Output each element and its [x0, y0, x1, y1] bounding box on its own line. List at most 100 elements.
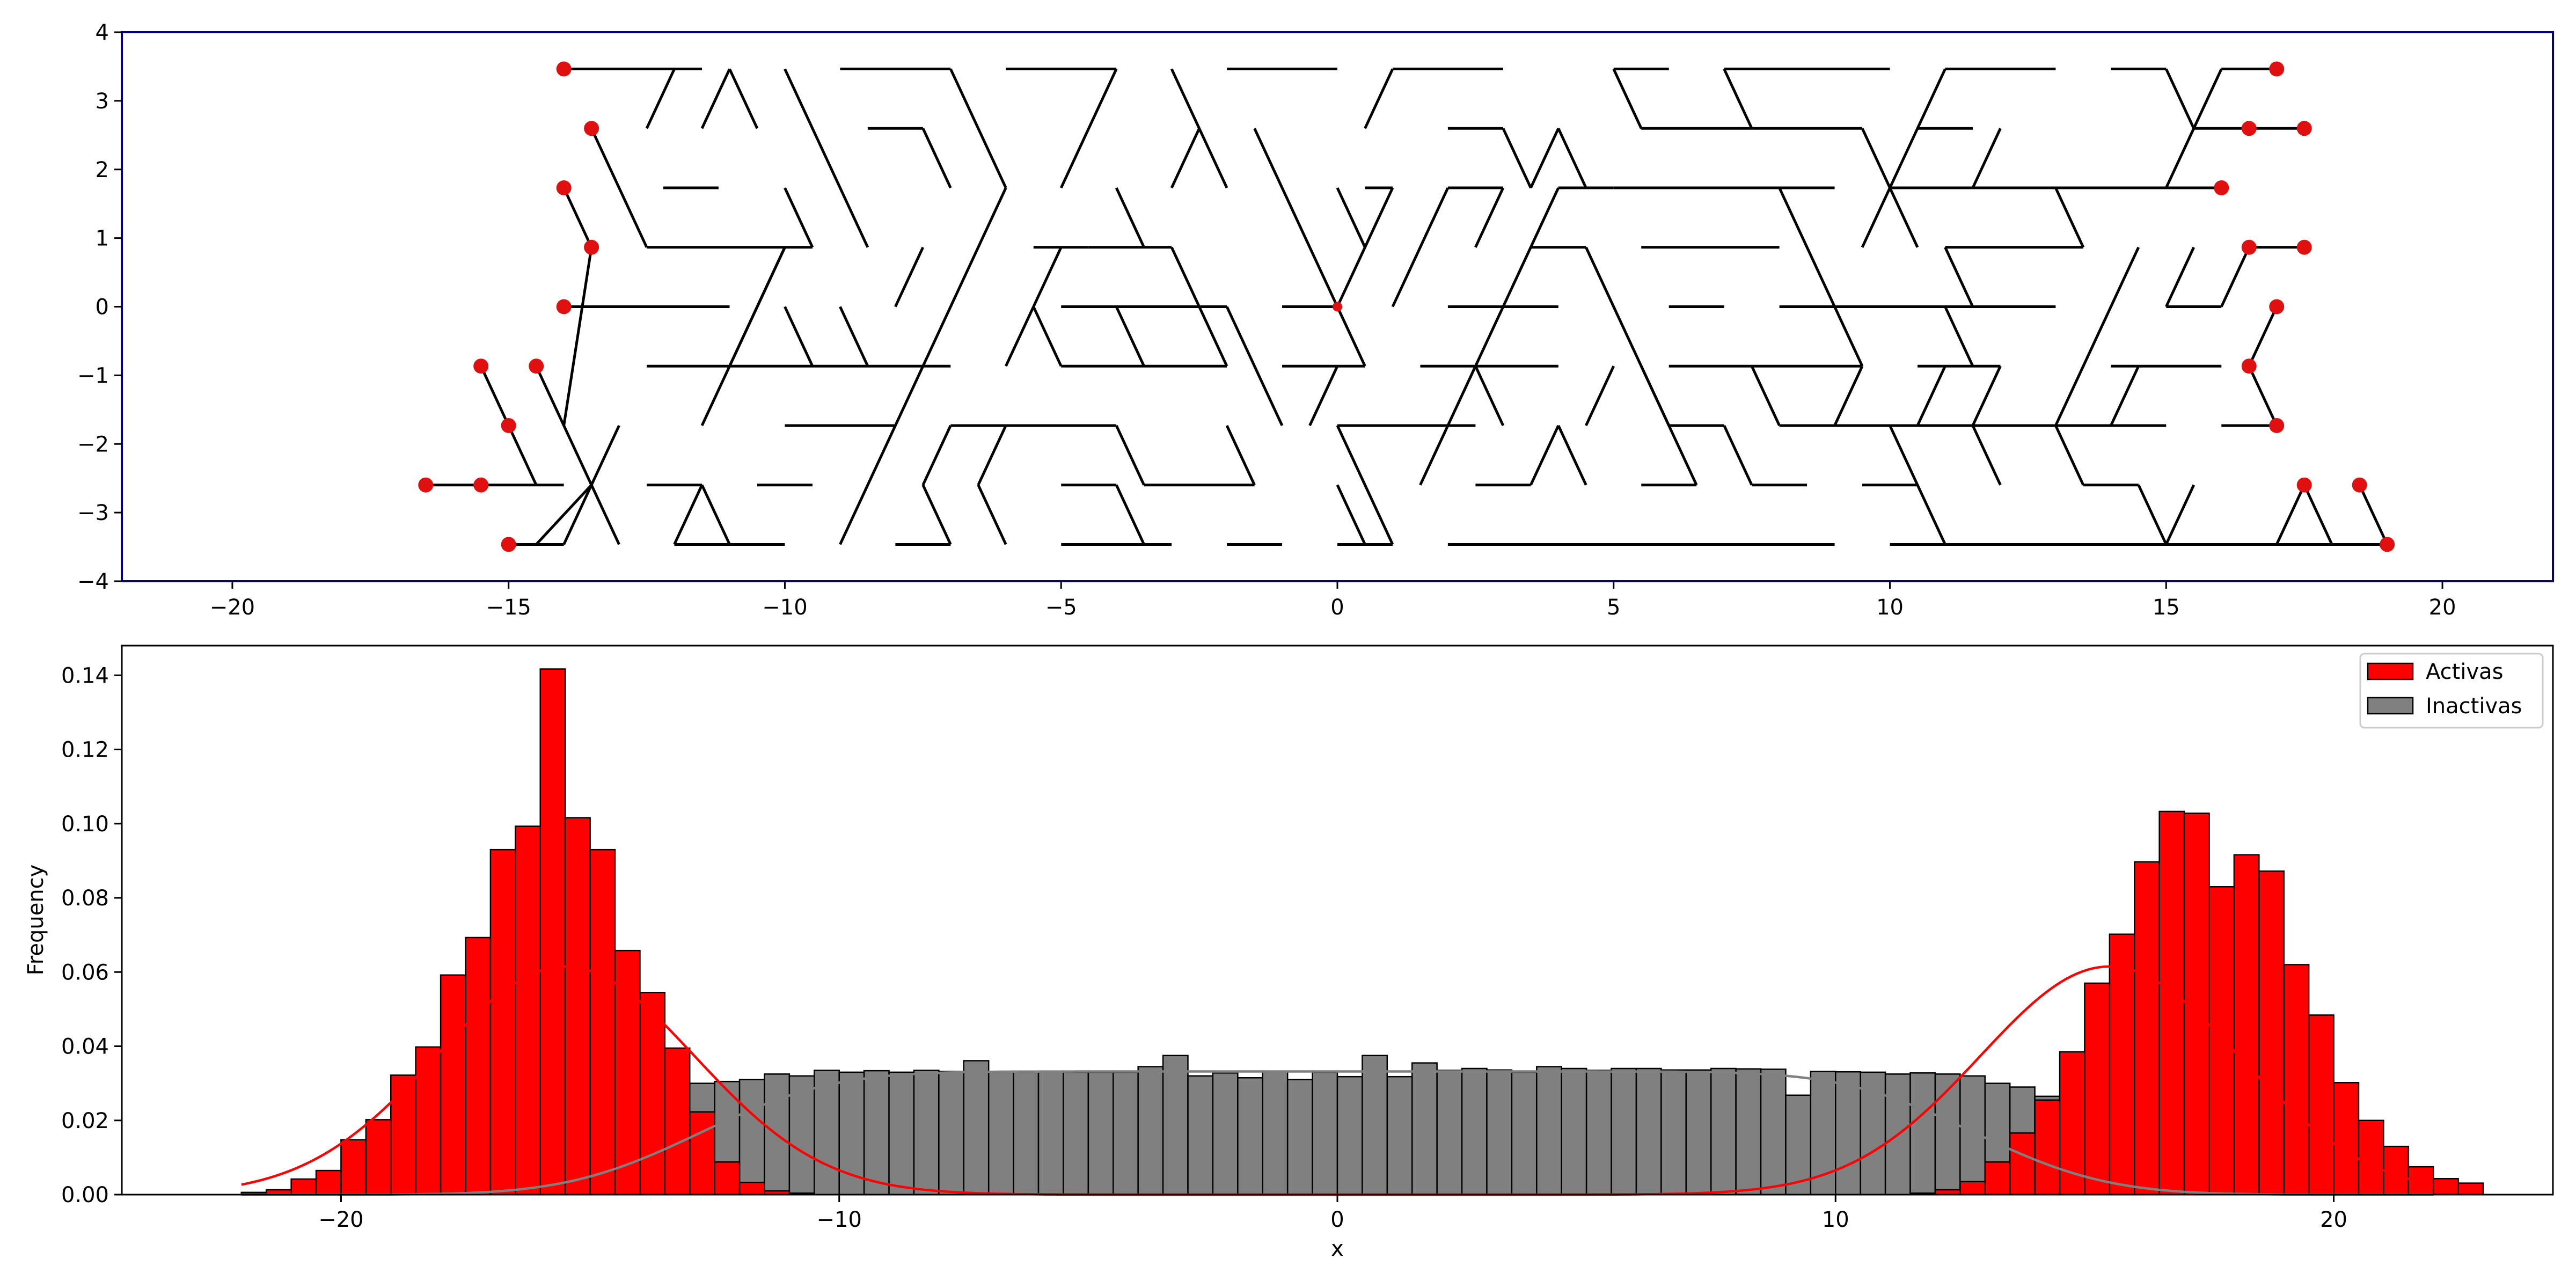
- network-endpoint: [473, 358, 489, 374]
- y-tick-label: 1: [96, 226, 109, 251]
- inactivas-fit-curve: [241, 1070, 2434, 1196]
- activas-bar: [2283, 964, 2310, 1196]
- network-segment: [1916, 365, 1946, 427]
- inactivas-bar: [1336, 1075, 1363, 1196]
- network-segment: [1059, 68, 1118, 189]
- inactivas-bar: [1237, 1077, 1264, 1196]
- activas-bar: [2109, 933, 2135, 1196]
- network-segment: [728, 68, 759, 129]
- x-tick-label: 10: [1822, 1208, 1849, 1232]
- inactivas-bar: [1685, 1069, 1712, 1196]
- activas-bar: [689, 1111, 715, 1196]
- network-segment: [1529, 425, 1560, 486]
- y-tick-label: 2: [96, 158, 109, 182]
- network-segment: [1944, 306, 1974, 367]
- y-tick-label: 0.08: [61, 886, 109, 911]
- network-segment: [2165, 128, 2196, 189]
- activas-bar: [664, 1047, 691, 1196]
- network-segment: [2165, 484, 2196, 545]
- network-segment: [1502, 128, 1532, 189]
- inactivas-bar: [1312, 1071, 1338, 1196]
- activas-bar: [614, 949, 641, 1196]
- network-segment: [1585, 365, 1615, 427]
- activas-bar: [315, 1169, 342, 1196]
- network-segment: [535, 365, 593, 486]
- network-segment: [1115, 306, 1145, 367]
- legend-swatch-activas: [2367, 662, 2414, 680]
- inactivas-bar: [938, 1071, 965, 1196]
- network-segment: [1225, 425, 1256, 486]
- network-segment: [1474, 365, 1505, 427]
- network-segment: [921, 128, 952, 189]
- inactivas-bar: [1835, 1071, 1861, 1196]
- network-endpoint: [2296, 239, 2312, 255]
- activas-bar: [465, 936, 492, 1196]
- network-segment: [2054, 187, 2085, 248]
- inactivas-bar: [838, 1071, 865, 1196]
- inactivas-bar: [1486, 1069, 1513, 1196]
- x-tick-label: 5: [1607, 595, 1620, 620]
- inactivas-bar: [1934, 1073, 1961, 1196]
- network-segment: [2358, 484, 2389, 545]
- network-endpoint: [584, 239, 599, 255]
- y-tick-label: 0.14: [61, 663, 109, 688]
- inactivas-bar: [1735, 1068, 1762, 1196]
- network-segment: [1198, 128, 1228, 189]
- network-segment: [1557, 128, 1587, 189]
- x-tick-label: 10: [1876, 595, 1904, 620]
- histogram-panel: −20 −10 0 10 20 0.00 0.02 0.04 0.06 0.08 0.10 0.12…: [24, 645, 2554, 1261]
- inactivas-bar: [1411, 1062, 1438, 1196]
- activas-bar: [390, 1074, 416, 1196]
- network-segment: [535, 484, 592, 546]
- inactivas-bar: [863, 1070, 890, 1196]
- network-segment: [2054, 425, 2085, 486]
- inactivas-bar: [1386, 1075, 1413, 1196]
- inactivas-bar: [738, 1079, 765, 1196]
- inactivas-bar: [1585, 1070, 1612, 1196]
- activas-bar: [1984, 1161, 2011, 1196]
- network-segment: [784, 68, 869, 248]
- inactivas-bar: [1860, 1071, 1886, 1196]
- inactivas-bar: [963, 1060, 990, 1196]
- network-segment: [2192, 68, 2223, 129]
- activas-bar: [2308, 1014, 2334, 1196]
- network-segment: [2165, 246, 2196, 308]
- activas-bar: [539, 668, 566, 1196]
- y-tick-label: 0: [96, 295, 109, 320]
- inactivas-bar: [1162, 1055, 1189, 1196]
- activas-bar: [290, 1178, 317, 1196]
- inactivas-bar: [1362, 1055, 1388, 1196]
- x-tick-label: 20: [2320, 1208, 2347, 1232]
- network-segment: [590, 128, 648, 248]
- network-segment: [1115, 187, 1145, 248]
- network-segment: [700, 246, 786, 427]
- activas-bar: [2034, 1099, 2061, 1196]
- inactivas-bar: [1660, 1069, 1687, 1196]
- network-segment: [2248, 306, 2278, 367]
- network-segment: [479, 365, 510, 427]
- network-endpoint: [501, 537, 516, 552]
- x-tick-label: −10: [817, 1208, 862, 1232]
- network-endpoint: [2269, 299, 2285, 314]
- network-segment: [590, 484, 620, 545]
- inactivas-bar: [1087, 1071, 1114, 1196]
- network-endpoint: [556, 61, 572, 77]
- activas-bar: [2333, 1082, 2360, 1196]
- legend-label-activas: Activas: [2426, 660, 2503, 684]
- activas-bar: [415, 1046, 442, 1196]
- activas-bar: [2432, 1178, 2459, 1196]
- activas-bar: [365, 1119, 392, 1196]
- network-segment: [562, 247, 593, 426]
- y-tick-label: −1: [77, 363, 109, 388]
- network-segment: [894, 246, 925, 308]
- network-x-ticks: −20 −15 −10 −5 0 5 10 15 20: [210, 581, 2456, 620]
- network-segment: [949, 68, 1007, 189]
- network-segment: [921, 425, 952, 486]
- network-segment: [1170, 68, 1201, 129]
- network-endpoint: [1333, 302, 1342, 312]
- legend-label-inactivas: Inactivas: [2426, 694, 2522, 719]
- network-segment: [1253, 128, 1366, 367]
- inactivas-bar: [1536, 1066, 1562, 1196]
- network-segment: [1474, 187, 1505, 248]
- x-tick-label: −20: [318, 1208, 363, 1232]
